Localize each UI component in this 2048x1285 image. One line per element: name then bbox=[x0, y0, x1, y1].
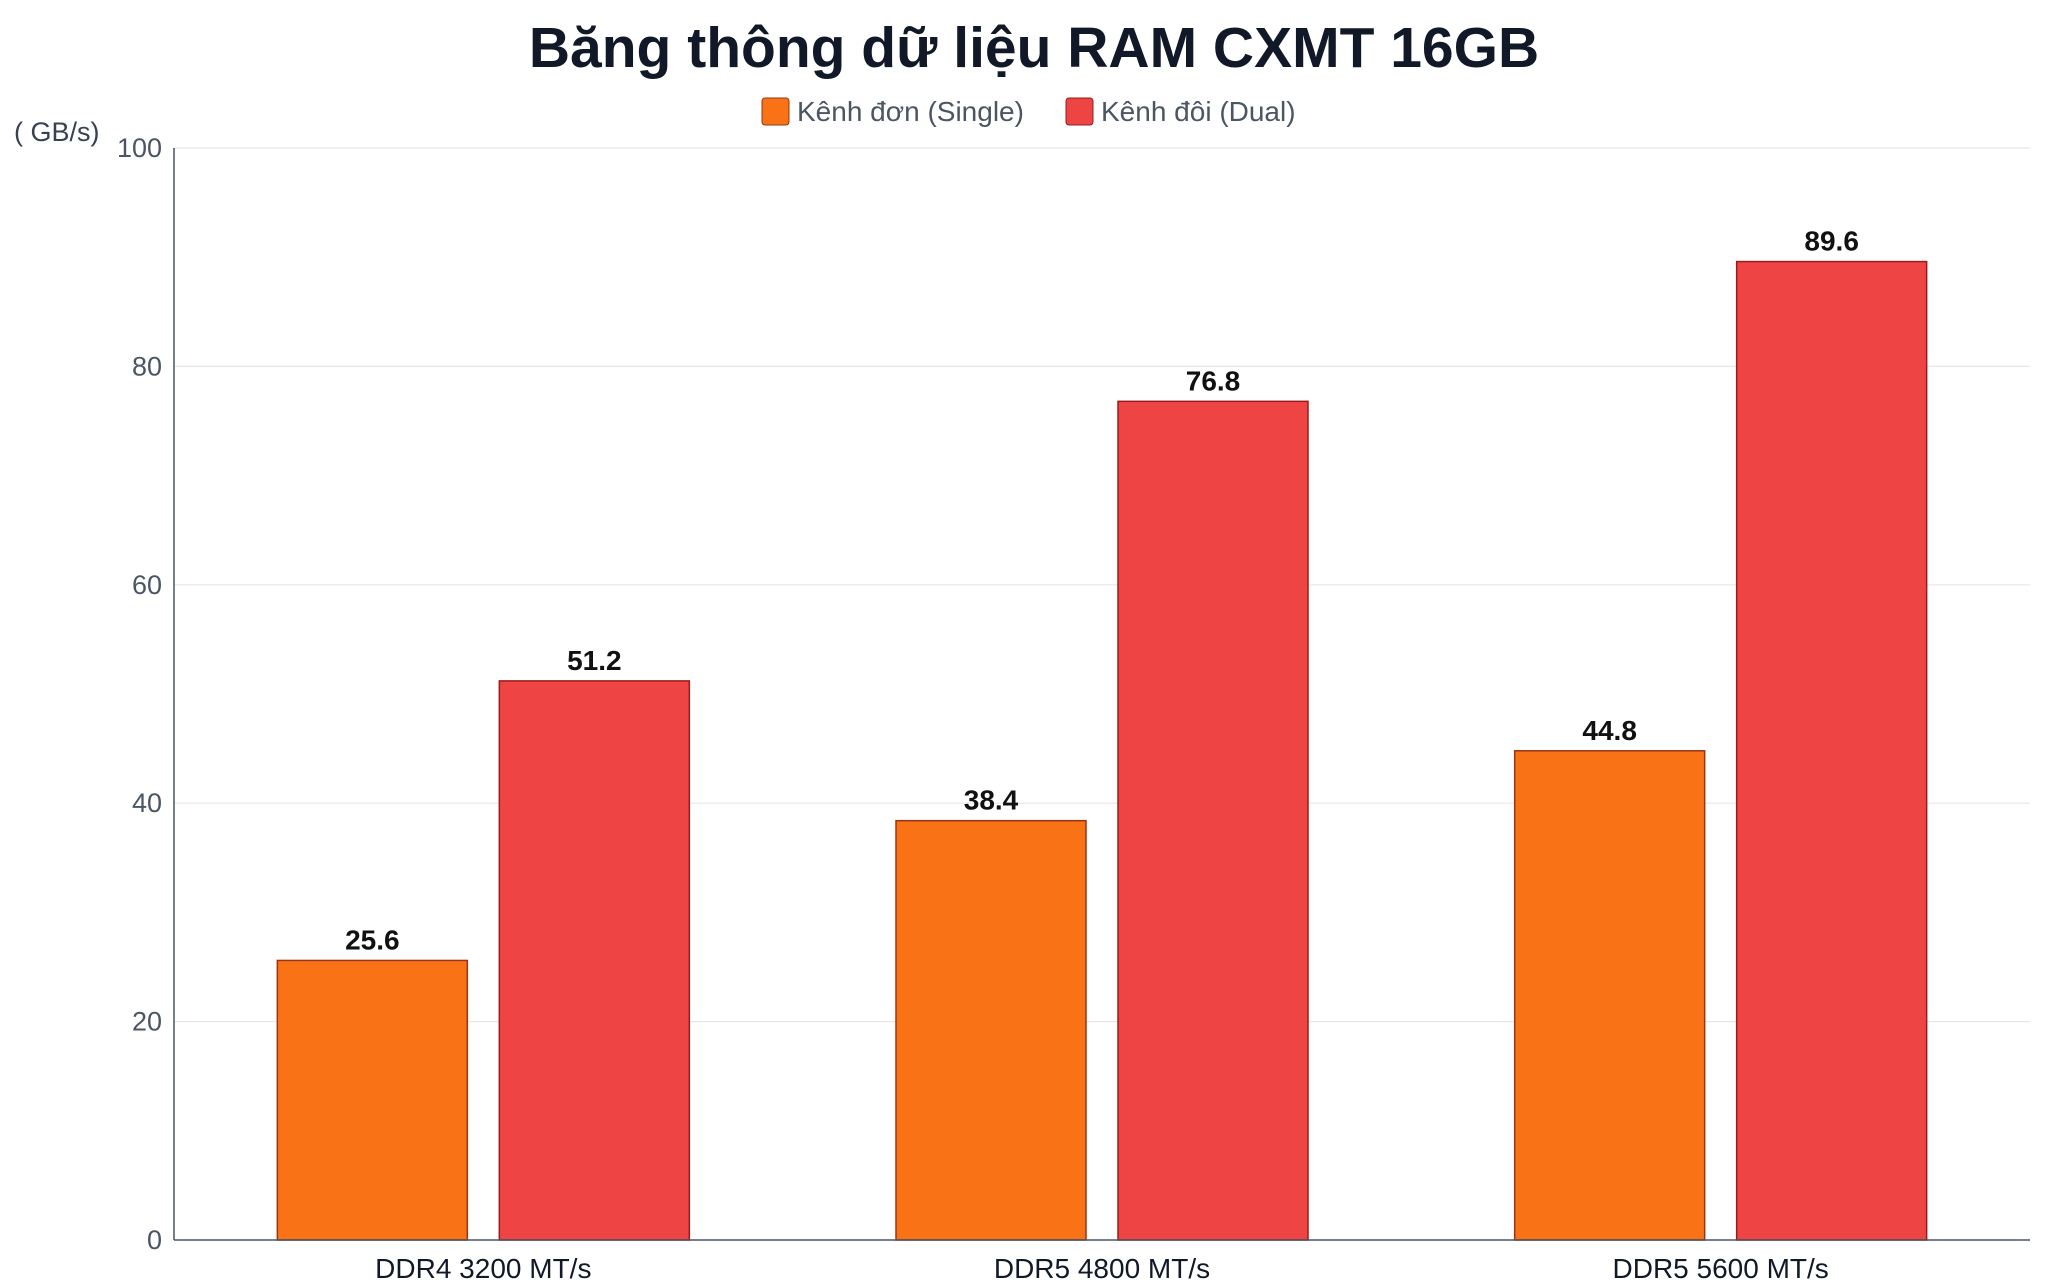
y-axis-label: ( GB/s) bbox=[14, 117, 100, 147]
data-labels: 25.6 51.2 38.4 76.8 44.8 89.6 bbox=[345, 226, 1859, 956]
data-label-dual-1: 51.2 bbox=[567, 645, 622, 676]
data-label-single-1: 25.6 bbox=[345, 924, 400, 955]
gridlines bbox=[174, 147, 2030, 1023]
x-tick-label: DDR5 5600 MT/s bbox=[1613, 1253, 1829, 1280]
legend-swatch-single bbox=[761, 97, 790, 126]
x-tick-label: DDR5 4800 MT/s bbox=[994, 1253, 1210, 1280]
bar-dual-2 bbox=[1117, 400, 1309, 1241]
data-label-dual-3: 89.6 bbox=[1804, 226, 1859, 257]
y-tick-label: 60 bbox=[132, 570, 162, 600]
axes bbox=[173, 148, 2030, 1241]
y-tick-label: 100 bbox=[117, 133, 162, 163]
bar-single-2 bbox=[895, 819, 1087, 1241]
bar-dual-3 bbox=[1735, 260, 1928, 1241]
y-axis-ticks: 0 20 40 60 80 100 bbox=[117, 133, 162, 1255]
legend-label-single: Kênh đơn (Single) bbox=[797, 96, 1024, 127]
legend-label-dual: Kênh đôi (Dual) bbox=[1101, 96, 1296, 127]
data-label-dual-2: 76.8 bbox=[1186, 365, 1241, 396]
y-tick-label: 20 bbox=[132, 1007, 162, 1037]
data-label-single-3: 44.8 bbox=[1582, 715, 1637, 746]
data-label-single-2: 38.4 bbox=[964, 785, 1019, 816]
bar-dual-1 bbox=[498, 680, 691, 1241]
y-tick-label: 40 bbox=[132, 788, 162, 818]
x-axis-ticks: DDR4 3200 MT/s DDR5 4800 MT/s DDR5 5600 MT… bbox=[375, 1253, 1829, 1284]
y-tick-label: 80 bbox=[132, 351, 162, 381]
bars bbox=[276, 260, 1928, 1241]
x-tick-label: DDR4 3200 MT/s bbox=[375, 1253, 591, 1280]
legend: Kênh đơn (Single) Kênh đôi (Dual) bbox=[761, 96, 1296, 127]
y-tick-label: 0 bbox=[147, 1225, 162, 1255]
chart-title: Băng thông dữ liệu RAM CXMT 16GB bbox=[529, 16, 1539, 80]
legend-swatch-dual bbox=[1065, 97, 1094, 126]
bar-single-1 bbox=[276, 959, 469, 1241]
bar-single-3 bbox=[1513, 750, 1706, 1241]
